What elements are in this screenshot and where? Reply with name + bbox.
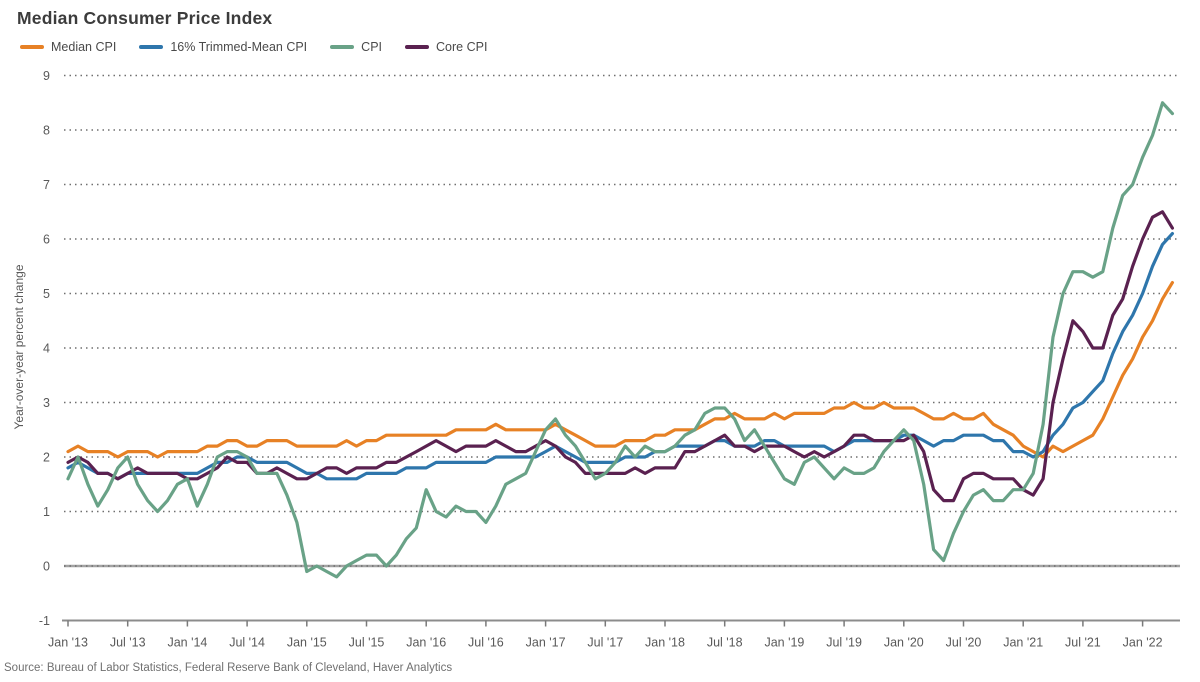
legend-swatch-median-cpi (20, 44, 44, 50)
y-tick-label: 9 (43, 69, 50, 83)
y-tick-label: -1 (39, 614, 50, 628)
x-tick-label: Jul '17 (587, 636, 623, 650)
x-tick-label: Jan '15 (287, 636, 327, 650)
x-tick-label: Jan '18 (645, 636, 685, 650)
legend-item-median-cpi: Median CPI (20, 40, 116, 54)
x-tick-label: Jan '16 (406, 636, 446, 650)
x-tick-label: Jul '16 (468, 636, 504, 650)
legend-label-cpi: CPI (361, 40, 383, 54)
legend-swatch-core-cpi (405, 44, 430, 50)
legend-swatch-trimmed-mean-cpi (139, 44, 164, 50)
series-line-cpi (66, 101, 1175, 579)
x-tick-label: Jul '19 (826, 636, 862, 650)
x-tick-label: Jul '13 (110, 636, 146, 650)
x-tick-label: Jan '19 (764, 636, 804, 650)
x-tick-label: Jul '21 (1065, 636, 1101, 650)
legend-item-core-cpi: Core CPI (405, 40, 487, 54)
x-tick-label: Jan '22 (1123, 636, 1163, 650)
series-line-median-cpi (66, 281, 1175, 459)
y-tick-label: 4 (43, 342, 50, 356)
y-tick-label: 1 (43, 505, 50, 519)
legend-swatch-cpi (330, 44, 355, 50)
x-tick-label: Jan '17 (526, 636, 566, 650)
x-tick-label: Jul '15 (349, 636, 385, 650)
x-tick-label: Jan '13 (48, 636, 88, 650)
legend-label-core-cpi: Core CPI (436, 40, 488, 54)
legend-label-median-cpi: Median CPI (51, 40, 117, 54)
legend: Median CPI 16% Trimmed-Mean CPI CPI Core… (20, 40, 487, 54)
legend-item-cpi: CPI (330, 40, 382, 54)
x-tick-label: Jul '14 (229, 636, 265, 650)
x-tick-label: Jan '21 (1003, 636, 1043, 650)
y-tick-label: 2 (43, 451, 50, 465)
y-tick-label: 6 (43, 233, 50, 247)
chart-title: Median Consumer Price Index (17, 8, 273, 28)
series-line-16-trimmed-mean-cpi (66, 232, 1175, 481)
legend-item-trimmed-mean-cpi: 16% Trimmed-Mean CPI (139, 40, 307, 54)
y-tick-label: 3 (43, 396, 50, 410)
x-tick-label: Jan '20 (884, 636, 924, 650)
y-tick-label: 5 (43, 287, 50, 301)
x-tick-label: Jul '20 (946, 636, 982, 650)
x-tick-label: Jan '14 (167, 636, 207, 650)
y-tick-label: 7 (43, 178, 50, 192)
y-tick-label: 0 (43, 560, 50, 574)
legend-label-trimmed-mean-cpi: 16% Trimmed-Mean CPI (170, 40, 308, 54)
source-note: Source: Bureau of Labor Statistics, Fede… (4, 662, 453, 674)
line-chart: Jan '13 Jul '13 Jan '14 Jul '14 Jan '15 Jul '… (39, 69, 1180, 650)
y-tick-label: 8 (43, 124, 50, 138)
x-tick-label: Jul '18 (707, 636, 743, 650)
